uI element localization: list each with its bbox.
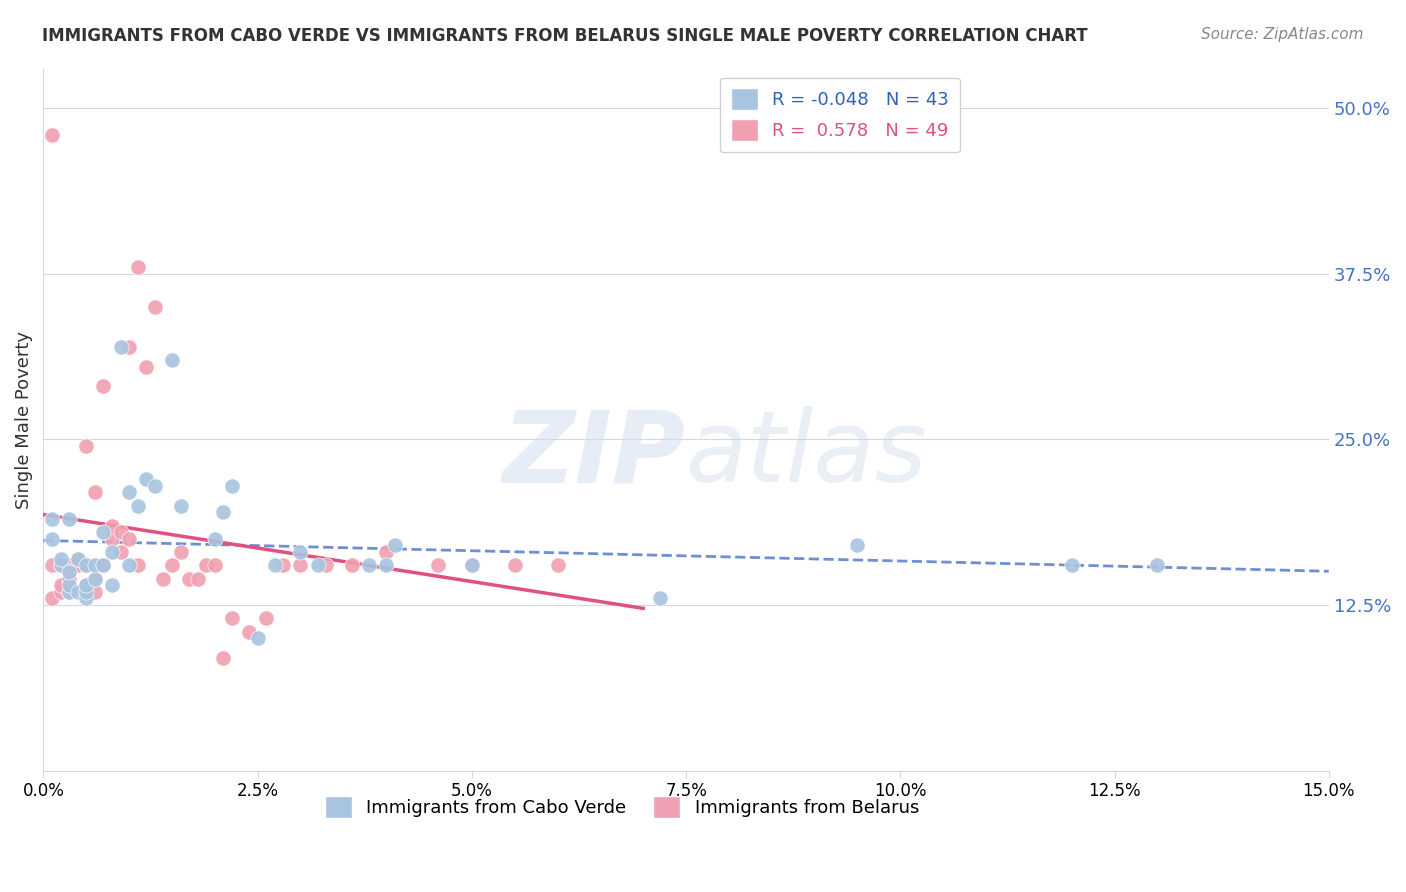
Point xyxy=(75,439,97,453)
Text: atlas: atlas xyxy=(686,406,928,503)
Point xyxy=(58,572,80,586)
Point xyxy=(127,260,149,275)
Point xyxy=(307,558,329,573)
Point xyxy=(118,558,141,573)
Point xyxy=(75,578,97,592)
Point xyxy=(101,532,124,546)
Point xyxy=(238,624,260,639)
Point xyxy=(204,558,226,573)
Point xyxy=(254,611,277,625)
Point xyxy=(246,631,269,645)
Point xyxy=(75,578,97,592)
Point xyxy=(340,558,363,573)
Point xyxy=(152,572,174,586)
Point xyxy=(93,558,115,573)
Point xyxy=(66,551,89,566)
Point xyxy=(177,572,200,586)
Point xyxy=(143,300,166,314)
Point xyxy=(83,572,105,586)
Point xyxy=(357,558,380,573)
Point xyxy=(93,525,115,540)
Text: ZIP: ZIP xyxy=(503,406,686,503)
Point xyxy=(127,558,149,573)
Text: IMMIGRANTS FROM CABO VERDE VS IMMIGRANTS FROM BELARUS SINGLE MALE POVERTY CORREL: IMMIGRANTS FROM CABO VERDE VS IMMIGRANTS… xyxy=(42,27,1088,45)
Point xyxy=(75,584,97,599)
Point xyxy=(118,340,141,354)
Point xyxy=(66,584,89,599)
Point xyxy=(58,584,80,599)
Point xyxy=(426,558,449,573)
Point xyxy=(110,545,132,559)
Point xyxy=(41,532,63,546)
Point xyxy=(315,558,337,573)
Point xyxy=(204,532,226,546)
Text: Source: ZipAtlas.com: Source: ZipAtlas.com xyxy=(1201,27,1364,42)
Point xyxy=(375,545,398,559)
Point xyxy=(49,558,72,573)
Point xyxy=(135,472,157,486)
Point xyxy=(83,572,105,586)
Point xyxy=(187,572,209,586)
Point xyxy=(41,512,63,526)
Point xyxy=(58,558,80,573)
Point xyxy=(75,558,97,573)
Point xyxy=(503,558,526,573)
Point xyxy=(160,353,183,368)
Point xyxy=(375,558,398,573)
Point xyxy=(101,518,124,533)
Point xyxy=(169,545,191,559)
Point xyxy=(212,505,235,519)
Point xyxy=(160,558,183,573)
Point xyxy=(846,539,869,553)
Point xyxy=(169,499,191,513)
Point xyxy=(263,558,285,573)
Point xyxy=(118,532,141,546)
Point xyxy=(58,578,80,592)
Point xyxy=(101,578,124,592)
Point xyxy=(195,558,218,573)
Point xyxy=(143,479,166,493)
Point xyxy=(1146,558,1168,573)
Point xyxy=(212,651,235,665)
Point xyxy=(461,558,484,573)
Point xyxy=(41,558,63,573)
Point xyxy=(49,551,72,566)
Point xyxy=(83,558,105,573)
Point xyxy=(66,558,89,573)
Point xyxy=(75,558,97,573)
Y-axis label: Single Male Poverty: Single Male Poverty xyxy=(15,331,32,508)
Point xyxy=(547,558,569,573)
Point xyxy=(49,584,72,599)
Point xyxy=(221,479,243,493)
Point xyxy=(83,584,105,599)
Point xyxy=(290,558,312,573)
Point xyxy=(135,359,157,374)
Point xyxy=(118,485,141,500)
Point xyxy=(273,558,295,573)
Point xyxy=(110,340,132,354)
Point xyxy=(650,591,672,606)
Point xyxy=(66,551,89,566)
Point xyxy=(461,558,484,573)
Point xyxy=(49,578,72,592)
Point xyxy=(384,539,406,553)
Point xyxy=(58,512,80,526)
Point xyxy=(75,591,97,606)
Point xyxy=(221,611,243,625)
Point xyxy=(101,545,124,559)
Point xyxy=(41,128,63,142)
Point xyxy=(1060,558,1083,573)
Point xyxy=(127,499,149,513)
Point xyxy=(49,558,72,573)
Point xyxy=(83,485,105,500)
Point xyxy=(58,565,80,579)
Point xyxy=(93,558,115,573)
Point xyxy=(290,545,312,559)
Point xyxy=(58,584,80,599)
Point xyxy=(110,525,132,540)
Point xyxy=(41,591,63,606)
Legend: Immigrants from Cabo Verde, Immigrants from Belarus: Immigrants from Cabo Verde, Immigrants f… xyxy=(318,789,927,825)
Point xyxy=(93,379,115,393)
